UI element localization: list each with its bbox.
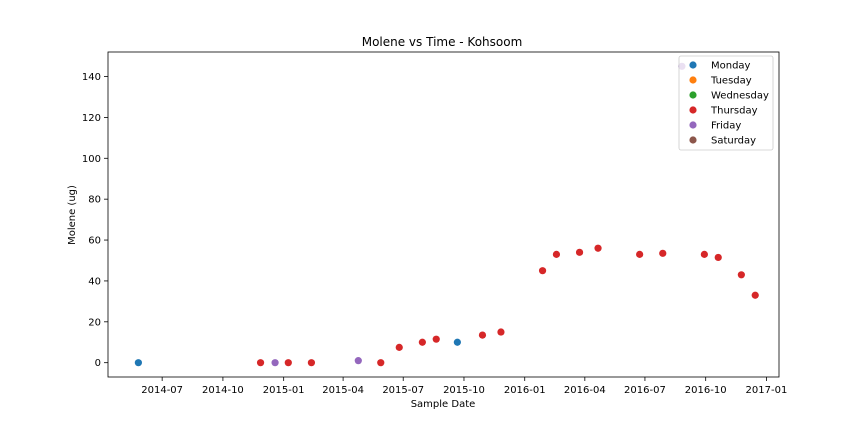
data-point-thursday <box>497 328 505 336</box>
plot-area-frame <box>107 51 780 378</box>
data-point-friday <box>354 357 362 365</box>
legend-marker-monday <box>689 61 697 69</box>
legend-label-friday: Friday <box>711 121 741 132</box>
legend: Monday Tuesday Wednesday Thursday Friday Satu… <box>678 55 774 151</box>
y-axis: 0 20 40 60 80 100 120 140 <box>82 72 108 369</box>
legend-marker-wednesday <box>689 91 697 99</box>
data-point-thursday <box>418 338 426 346</box>
x-tick-label: 2016-07 <box>624 385 666 396</box>
data-point-thursday <box>478 331 487 339</box>
x-tick-label: 2016-04 <box>564 385 606 396</box>
legend-label-tuesday: Tuesday <box>710 76 752 87</box>
legend-label-saturday: Saturday <box>711 136 756 147</box>
data-point-thursday <box>256 359 265 367</box>
x-tick-label: 2015-10 <box>443 385 485 396</box>
x-tick-label: 2015-07 <box>382 385 424 396</box>
data-point-thursday <box>751 291 759 299</box>
y-tick-label: 20 <box>88 317 101 328</box>
data-point-thursday <box>284 359 292 367</box>
x-tick-label: 2014-07 <box>141 385 183 396</box>
legend-frame <box>678 55 774 151</box>
legend-marker-tuesday <box>689 76 697 84</box>
data-point-thursday <box>659 249 667 257</box>
legend-label-monday: Monday <box>711 61 751 72</box>
x-tick-label: 2016-01 <box>504 385 546 396</box>
data-point-thursday <box>636 250 644 258</box>
data-point-thursday <box>737 271 745 279</box>
data-point-thursday <box>538 267 547 275</box>
data-point-thursday <box>700 250 708 258</box>
data-point-thursday <box>594 244 602 252</box>
data-point-friday <box>271 359 279 367</box>
points-layer <box>134 62 759 367</box>
data-point-thursday <box>575 248 584 256</box>
y-tick-label: 60 <box>88 236 101 247</box>
x-tick-label: 2016-10 <box>685 385 727 396</box>
x-tick-label: 2014-10 <box>202 385 244 396</box>
y-tick-label: 120 <box>82 113 101 124</box>
legend-label-wednesday: Wednesday <box>711 91 769 102</box>
chart-title: Molene vs Time - Kohsoom <box>362 35 523 49</box>
data-point-monday <box>134 359 142 367</box>
data-point-thursday <box>432 335 440 343</box>
y-axis-label: Molene (ug) <box>67 185 78 245</box>
data-point-thursday <box>552 250 561 258</box>
y-tick-label: 80 <box>88 195 101 206</box>
x-axis: 2014-07 2014-10 2015-01 2015-04 2015-07 2015-… <box>141 377 787 396</box>
legend-marker-friday <box>689 121 697 129</box>
legend-marker-thursday <box>689 106 697 114</box>
data-point-monday <box>453 338 461 346</box>
x-tick-label: 2017-01 <box>746 385 788 396</box>
y-tick-label: 100 <box>82 154 101 165</box>
y-tick-label: 40 <box>88 276 101 287</box>
legend-label-thursday: Thursday <box>710 106 758 117</box>
x-axis-label: Sample Date <box>411 399 476 410</box>
y-tick-label: 0 <box>95 358 101 369</box>
data-point-thursday <box>377 359 385 367</box>
x-tick-label: 2015-04 <box>322 385 364 396</box>
data-point-thursday <box>714 253 722 262</box>
x-tick-label: 2015-01 <box>263 385 305 396</box>
data-point-thursday <box>395 343 403 351</box>
data-point-thursday <box>307 359 316 367</box>
legend-marker-saturday <box>689 136 697 144</box>
y-tick-label: 140 <box>82 72 101 83</box>
